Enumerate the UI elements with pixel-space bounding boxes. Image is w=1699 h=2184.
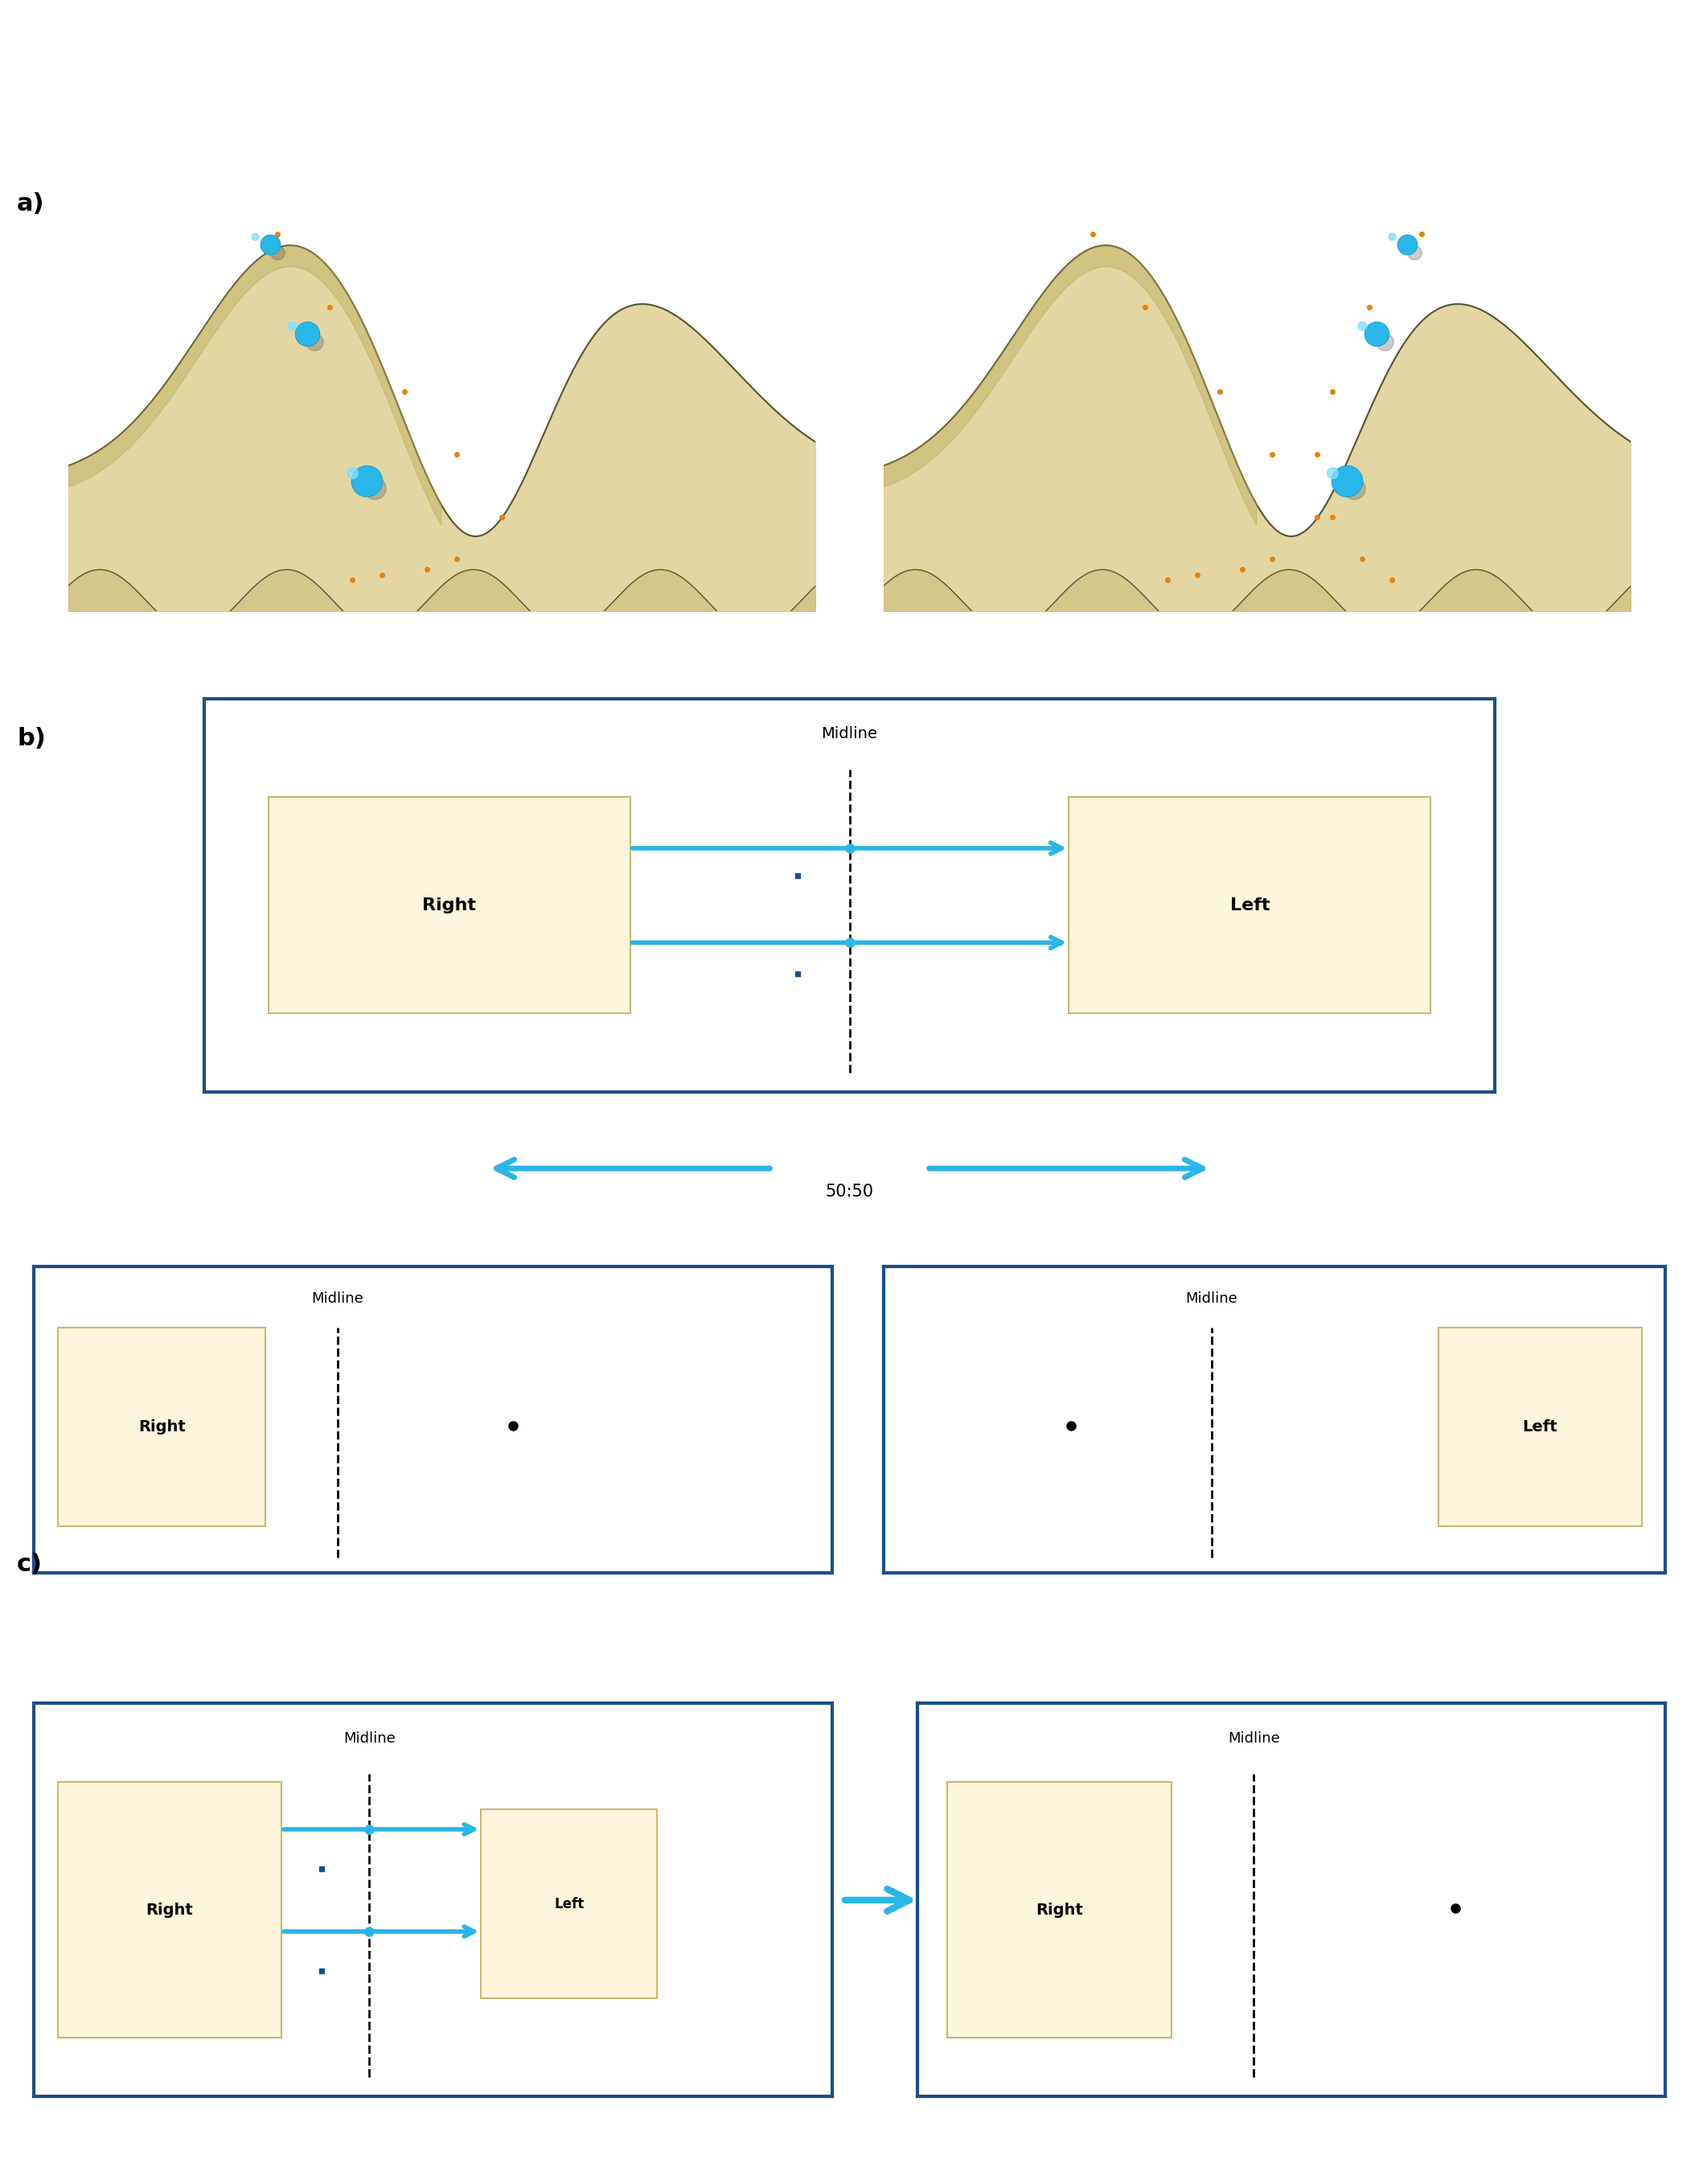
FancyBboxPatch shape bbox=[1069, 797, 1431, 1013]
Text: c): c) bbox=[17, 1553, 42, 1577]
Text: Left: Left bbox=[1522, 1420, 1558, 1435]
Text: Right: Right bbox=[1036, 1902, 1084, 1918]
Text: Right: Right bbox=[146, 1902, 194, 1918]
Text: Right: Right bbox=[138, 1420, 185, 1435]
Text: Midline: Midline bbox=[343, 1732, 396, 1745]
Text: Midline: Midline bbox=[311, 1291, 364, 1306]
FancyBboxPatch shape bbox=[481, 1811, 658, 1998]
Text: Left: Left bbox=[1230, 898, 1269, 913]
FancyBboxPatch shape bbox=[948, 1782, 1172, 2038]
Text: Right: Right bbox=[423, 898, 476, 913]
Text: Midline: Midline bbox=[1228, 1732, 1279, 1745]
Text: Midline: Midline bbox=[821, 727, 878, 743]
Text: b): b) bbox=[17, 727, 46, 751]
FancyBboxPatch shape bbox=[58, 1782, 282, 2038]
FancyBboxPatch shape bbox=[1439, 1328, 1641, 1527]
Text: Midline: Midline bbox=[1186, 1291, 1239, 1306]
FancyBboxPatch shape bbox=[268, 797, 630, 1013]
Text: a): a) bbox=[17, 192, 44, 216]
Text: 50:50: 50:50 bbox=[826, 1184, 873, 1199]
Text: Left: Left bbox=[554, 1896, 584, 1911]
FancyBboxPatch shape bbox=[58, 1328, 265, 1527]
